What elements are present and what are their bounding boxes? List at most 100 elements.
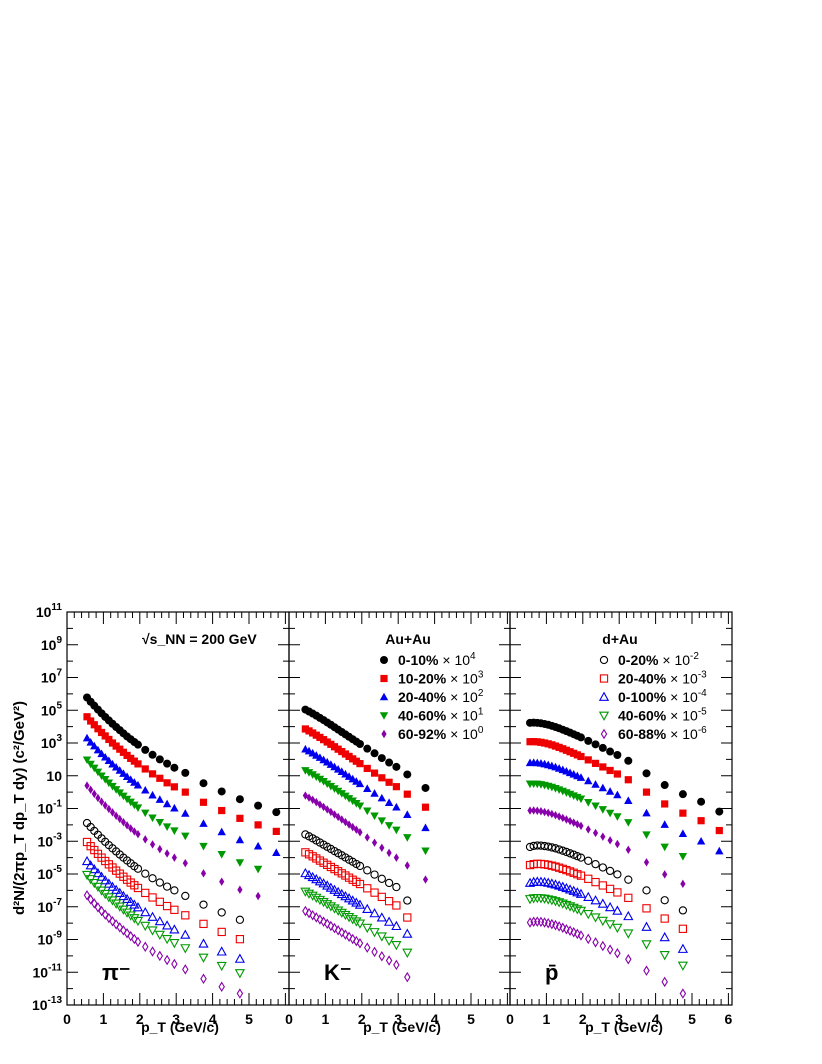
data-point — [155, 755, 164, 764]
data-point — [370, 749, 379, 758]
data-point — [103, 878, 114, 888]
legend-marker — [380, 656, 388, 664]
data-point — [101, 909, 109, 920]
data-point — [162, 882, 172, 891]
data-point — [182, 858, 188, 868]
data-point — [661, 800, 669, 808]
data-point — [181, 891, 190, 901]
data-point — [541, 807, 548, 817]
data-point — [345, 931, 353, 943]
data-point — [235, 935, 245, 944]
data-point — [403, 896, 412, 905]
data-point — [558, 846, 567, 855]
data-point — [342, 817, 349, 827]
axes-layer: 0 1 2 3 4 5 0 1 2 3 4 5 0 1 2 3 4 5 6 1011 109 107 105 103 10 10-… — [32, 602, 733, 1027]
data-point — [119, 748, 128, 756]
data-point — [561, 900, 572, 911]
data-point — [355, 802, 365, 811]
data-point — [323, 918, 331, 930]
data-point — [696, 836, 706, 845]
data-point — [198, 938, 209, 948]
data-point — [660, 843, 669, 852]
data-point — [584, 798, 593, 807]
y-tick-label: 10-9 — [38, 930, 63, 948]
data-point — [169, 939, 180, 949]
data-point — [302, 791, 308, 800]
data-point — [303, 889, 315, 899]
data-point — [613, 790, 622, 799]
data-point — [559, 922, 567, 934]
data-point — [591, 877, 600, 887]
data-point — [556, 812, 562, 821]
data-point — [538, 807, 544, 816]
data-point — [91, 789, 97, 799]
data-point — [585, 825, 591, 834]
data-point — [355, 879, 365, 889]
data-point — [527, 806, 533, 815]
data-point — [613, 770, 621, 778]
panel-points-0 — [81, 693, 281, 999]
data-point — [131, 933, 138, 945]
legend-marker — [600, 728, 608, 740]
data-point — [342, 929, 349, 940]
data-point — [643, 965, 650, 976]
data-point — [121, 893, 133, 904]
data-point — [171, 853, 177, 862]
data-point — [678, 790, 687, 799]
data-point — [660, 914, 669, 923]
data-point — [199, 819, 208, 827]
data-point — [103, 893, 114, 903]
data-point — [575, 906, 587, 917]
data-point — [354, 899, 366, 909]
data-point — [583, 909, 594, 920]
data-point — [597, 916, 608, 927]
data-point — [377, 793, 387, 802]
data-point — [336, 908, 347, 919]
data-point — [141, 745, 150, 754]
data-point — [338, 747, 346, 756]
data-point — [591, 759, 600, 767]
data-point — [149, 840, 156, 849]
data-point — [235, 835, 245, 844]
legend-label: 20-40% × 10-3 — [618, 670, 707, 687]
data-point — [606, 766, 614, 775]
data-point — [92, 867, 104, 878]
data-point — [124, 821, 130, 830]
data-point — [715, 846, 724, 855]
data-point — [147, 926, 158, 936]
data-point — [662, 870, 668, 879]
data-point — [334, 925, 342, 936]
data-point — [83, 713, 91, 721]
panel-label-antiproton: p̄ — [545, 960, 558, 985]
data-point — [83, 890, 91, 901]
y-tick-label: 10-11 — [33, 962, 63, 980]
y-tick-label: 10-7 — [38, 897, 63, 915]
data-point — [115, 766, 124, 774]
data-point — [181, 832, 190, 841]
data-point — [302, 905, 309, 917]
data-point — [569, 850, 578, 859]
data-point — [86, 760, 95, 769]
data-point — [156, 950, 164, 962]
data-point — [318, 878, 329, 888]
data-point — [120, 925, 127, 936]
data-point — [133, 740, 142, 749]
data-point — [236, 988, 244, 999]
data-point — [378, 950, 386, 962]
data-point — [642, 904, 651, 913]
data-point — [200, 869, 207, 878]
data-point — [329, 904, 340, 914]
data-point — [679, 988, 687, 999]
data-point — [659, 931, 670, 942]
data-point — [333, 906, 344, 916]
data-point — [313, 912, 320, 923]
data-point — [421, 847, 430, 856]
data-point — [548, 741, 556, 749]
data-point — [421, 823, 430, 832]
data-point — [363, 866, 372, 875]
data-point — [309, 729, 317, 737]
data-point — [164, 849, 170, 858]
data-point — [566, 925, 574, 936]
data-point — [87, 894, 94, 905]
x-tick-label: 5 — [688, 1011, 696, 1027]
